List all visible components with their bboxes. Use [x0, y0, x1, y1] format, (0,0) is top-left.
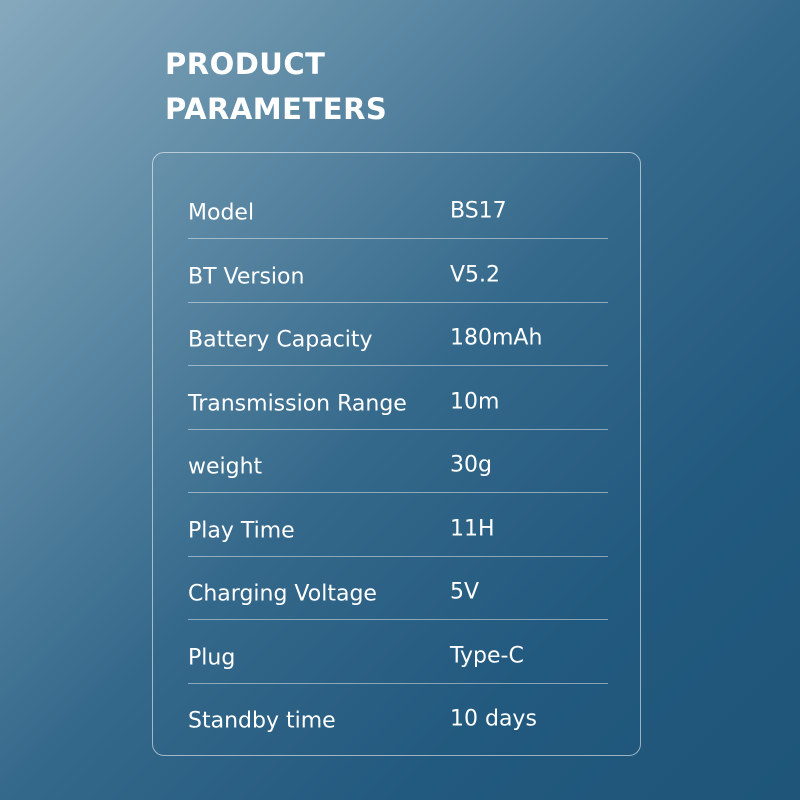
parameter-value: 30g — [450, 452, 492, 478]
table-row: Charging Voltage 5V — [188, 556, 608, 620]
parameter-value: Type-C — [450, 643, 524, 668]
title-line-1: PRODUCT — [165, 47, 326, 81]
parameter-label: Charging Voltage — [188, 581, 377, 607]
parameter-label: Plug — [188, 645, 236, 670]
parameter-value: V5.2 — [450, 262, 501, 287]
parameter-value: 10m — [450, 389, 500, 414]
parameter-label: Transmission Range — [188, 391, 407, 416]
table-row: Plug Type-C — [188, 620, 608, 684]
table-row: Play Time 11H — [188, 493, 608, 557]
table-row: BT Version V5.2 — [188, 239, 608, 303]
page-title: PRODUCT PARAMETERS — [165, 42, 387, 132]
parameter-value: 180mAh — [450, 325, 543, 351]
parameter-label: Play Time — [188, 518, 295, 543]
parameter-value: BS17 — [450, 198, 507, 224]
parameter-value: 5V — [450, 579, 480, 605]
table-row: Standby time 10 days — [188, 683, 608, 746]
table-row: Model BS17 — [188, 175, 608, 239]
parameter-label: BT Version — [188, 264, 305, 289]
table-row: Battery Capacity 180mAh — [188, 302, 608, 366]
parameters-table: Model BS17 BT Version V5.2 Battery Capacity 1… — [152, 152, 641, 756]
parameter-label: Model — [188, 200, 255, 226]
parameter-value: 10 days — [450, 706, 537, 732]
title-line-2: PARAMETERS — [165, 92, 388, 126]
table-row: Transmission Range 10m — [188, 366, 608, 430]
table-row: weight 30g — [188, 429, 608, 493]
parameter-value: 11H — [450, 516, 495, 541]
parameter-label: weight — [188, 454, 263, 480]
parameter-label: Battery Capacity — [188, 327, 373, 353]
parameter-label: Standby time — [188, 708, 336, 734]
